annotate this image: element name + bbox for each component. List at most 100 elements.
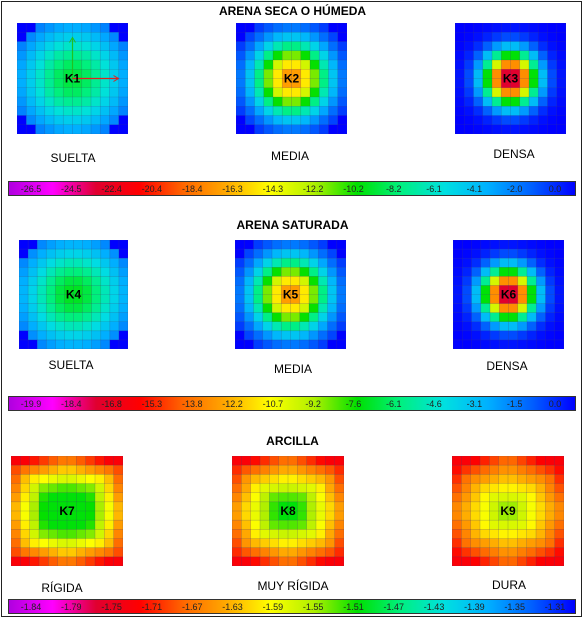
- contour-cell: [288, 556, 298, 566]
- contour-cell: [517, 276, 528, 286]
- contour-cell: [291, 23, 302, 33]
- contour-cell: [297, 529, 307, 539]
- contour-cell: [297, 483, 307, 493]
- contour-cell: [104, 501, 114, 512]
- contour-cell: [35, 115, 46, 126]
- contour-cell: [81, 32, 92, 42]
- contour-cell: [538, 87, 548, 98]
- contour-cell: [498, 483, 509, 493]
- scale-tick-label: -12.2: [302, 184, 324, 194]
- contour-cell: [545, 294, 556, 304]
- contour-cell: [85, 547, 96, 558]
- contour-cell: [492, 41, 502, 52]
- contour-cell: [455, 87, 465, 98]
- contour-cell: [44, 60, 55, 70]
- contour-cell: [28, 330, 38, 341]
- y-axis-arrowhead: [69, 36, 76, 43]
- contour-cell: [35, 124, 46, 134]
- contour-cell: [253, 303, 264, 313]
- contour-cell: [37, 321, 47, 332]
- contour-cell: [288, 511, 298, 521]
- contour-cell: [11, 511, 21, 521]
- contour-cell: [64, 294, 74, 304]
- contour-cell: [480, 240, 491, 250]
- contour-cell: [473, 115, 484, 126]
- contour-cell: [282, 23, 292, 33]
- contour-cell: [278, 483, 289, 493]
- contour-cell: [492, 50, 502, 61]
- contour-cell: [554, 483, 564, 493]
- contour-cell: [76, 501, 86, 512]
- contour-cell: [109, 32, 120, 42]
- contour-cell: [44, 32, 55, 42]
- contour-cell: [526, 511, 537, 521]
- contour-cell: [300, 69, 311, 79]
- contour-cell: [37, 267, 47, 277]
- contour-cell: [545, 556, 555, 566]
- contour-cell: [297, 538, 307, 548]
- contour-cell: [288, 465, 298, 475]
- scale-tick-label: -1.63: [222, 602, 243, 612]
- contour-cell: [104, 483, 114, 493]
- contour-cell: [19, 276, 29, 286]
- contour-cell: [510, 97, 521, 107]
- contour-cell: [310, 124, 320, 134]
- contour-cell: [55, 321, 65, 332]
- contour-cell: [517, 511, 527, 521]
- contour-cell: [254, 115, 265, 126]
- contour-cell: [118, 41, 128, 52]
- contour-cell: [299, 294, 310, 304]
- contour-cell: [244, 285, 254, 295]
- contour-cell: [57, 547, 68, 558]
- contour-cell: [63, 115, 73, 126]
- contour-cell: [29, 538, 40, 548]
- contour-cell: [556, 78, 566, 89]
- contour-cell: [455, 41, 465, 52]
- contour-cell: [72, 87, 83, 98]
- contour-cell: [262, 339, 273, 349]
- contour-cell: [309, 339, 319, 349]
- contour-cell: [297, 492, 307, 503]
- contour-cell: [327, 303, 338, 313]
- contour-cell: [325, 465, 335, 475]
- section-title-clay: ARCILLA: [266, 434, 319, 448]
- contour-cell: [547, 41, 558, 52]
- contour-cell: [37, 258, 47, 268]
- contour-cell: [328, 97, 339, 107]
- contour-cell: [452, 492, 462, 503]
- contour-cell: [19, 240, 29, 250]
- contour-cell: [300, 97, 311, 107]
- contour-cell: [272, 321, 282, 332]
- scale-tick-label: 0.0: [548, 184, 562, 194]
- contour-cell: [306, 556, 317, 566]
- contour-cell: [272, 339, 282, 349]
- contour-cell: [309, 267, 319, 277]
- contour-cell: [235, 276, 245, 286]
- contour-cell: [95, 511, 105, 521]
- contour-cell: [337, 50, 347, 61]
- contour-cell: [46, 312, 56, 323]
- contour-cell: [538, 97, 548, 107]
- contour-cell: [64, 330, 74, 341]
- contour-cell: [545, 258, 556, 268]
- contour-cell: [529, 97, 539, 107]
- contour-cell: [545, 285, 556, 295]
- contour-cell: [73, 321, 83, 332]
- contour-cell: [489, 520, 499, 530]
- scale-tick-label: -1.31: [544, 602, 566, 612]
- contour-cell: [254, 50, 265, 61]
- contour-cell: [29, 511, 40, 521]
- contour-cell: [489, 511, 499, 521]
- contour-cell: [299, 339, 310, 349]
- contour-cell: [527, 285, 537, 295]
- contour-cell: [76, 511, 86, 521]
- contour-cell: [316, 465, 326, 475]
- contour-cell: [545, 511, 555, 521]
- contour-cell: [527, 339, 537, 349]
- contour-cell: [452, 520, 462, 530]
- contour-cell: [281, 339, 291, 349]
- contour-cell: [498, 538, 509, 548]
- contour-cell: [310, 50, 320, 61]
- contour-cell: [300, 41, 311, 52]
- contour-cell: [278, 556, 289, 566]
